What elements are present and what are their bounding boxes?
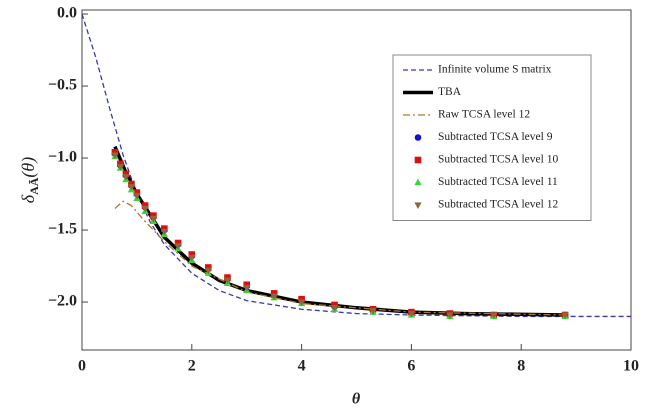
- data-point: [133, 192, 141, 200]
- data-point: [330, 305, 339, 312]
- data-point: [188, 251, 196, 258]
- legend-box: [392, 54, 592, 221]
- x-tick-label: 6: [407, 358, 415, 375]
- y-tick-label: −0.5: [48, 77, 77, 94]
- data-point: [331, 301, 338, 309]
- data-point: [243, 281, 250, 289]
- data-point: [116, 164, 125, 171]
- y-label-subscript: AĀ: [27, 177, 41, 195]
- data-point: [204, 264, 212, 271]
- x-tick-label: 8: [517, 358, 525, 375]
- x-axis-label: θ: [352, 391, 361, 408]
- data-point: [133, 189, 141, 196]
- data-point: [128, 180, 135, 188]
- data-point: [446, 312, 454, 319]
- y-axis-label: δAĀ(θ): [18, 157, 41, 204]
- legend-label: Subtracted TCSA level 9: [438, 131, 553, 143]
- y-tick-label: 0.0: [57, 5, 77, 22]
- data-point: [122, 174, 130, 181]
- data-point: [117, 160, 124, 168]
- data-point: [111, 152, 119, 160]
- data-point: [561, 312, 569, 319]
- y-label-arg: (θ): [18, 157, 39, 178]
- legend-label: Subtracted TCSA level 11: [438, 176, 558, 188]
- data-point: [122, 170, 130, 178]
- legend-label: TBA: [438, 86, 462, 98]
- legend-label: Subtracted TCSA level 10: [438, 154, 558, 166]
- data-point: [270, 290, 278, 297]
- data-point: [160, 228, 168, 236]
- x-tick-label: 0: [78, 358, 86, 375]
- x-tick-label: 4: [298, 358, 306, 375]
- data-point: [243, 285, 251, 292]
- series-line: [81, 13, 631, 318]
- legend-swatch: [414, 178, 422, 186]
- data-point: [490, 312, 498, 319]
- data-point: [407, 310, 416, 318]
- data-point: [298, 295, 305, 303]
- y-label-symbol: δ: [18, 194, 38, 203]
- data-point: [127, 184, 136, 191]
- data-point: [174, 243, 182, 250]
- legend-label: Subtracted TCSA level 12: [438, 199, 558, 211]
- y-tick-label: −2.0: [48, 293, 77, 310]
- x-tick-label: 10: [623, 358, 639, 375]
- data-point: [161, 225, 168, 232]
- legend-label: Raw TCSA level 12: [438, 109, 530, 121]
- legend-swatch: [414, 134, 422, 141]
- data-point: [149, 215, 157, 223]
- legend-swatch: [414, 156, 422, 164]
- data-point: [224, 274, 231, 281]
- data-point: [223, 277, 232, 285]
- x-tick-label: 2: [188, 358, 196, 375]
- series-line: [114, 200, 566, 316]
- data-point: [111, 148, 119, 156]
- legend-label: Infinite volume S matrix: [438, 64, 552, 76]
- data-point: [141, 205, 149, 213]
- data-point: [297, 299, 306, 307]
- y-tick-label: −1.5: [48, 221, 77, 238]
- data-point: [141, 202, 149, 209]
- data-point: [369, 308, 377, 315]
- legend-swatch: [414, 202, 422, 209]
- y-tick-label: −1.0: [48, 149, 77, 166]
- plot-frame: [81, 9, 632, 351]
- data-point: [150, 212, 157, 219]
- data-point: [270, 293, 278, 301]
- data-point: [204, 267, 212, 275]
- data-point: [188, 254, 196, 262]
- data-point: [174, 239, 182, 247]
